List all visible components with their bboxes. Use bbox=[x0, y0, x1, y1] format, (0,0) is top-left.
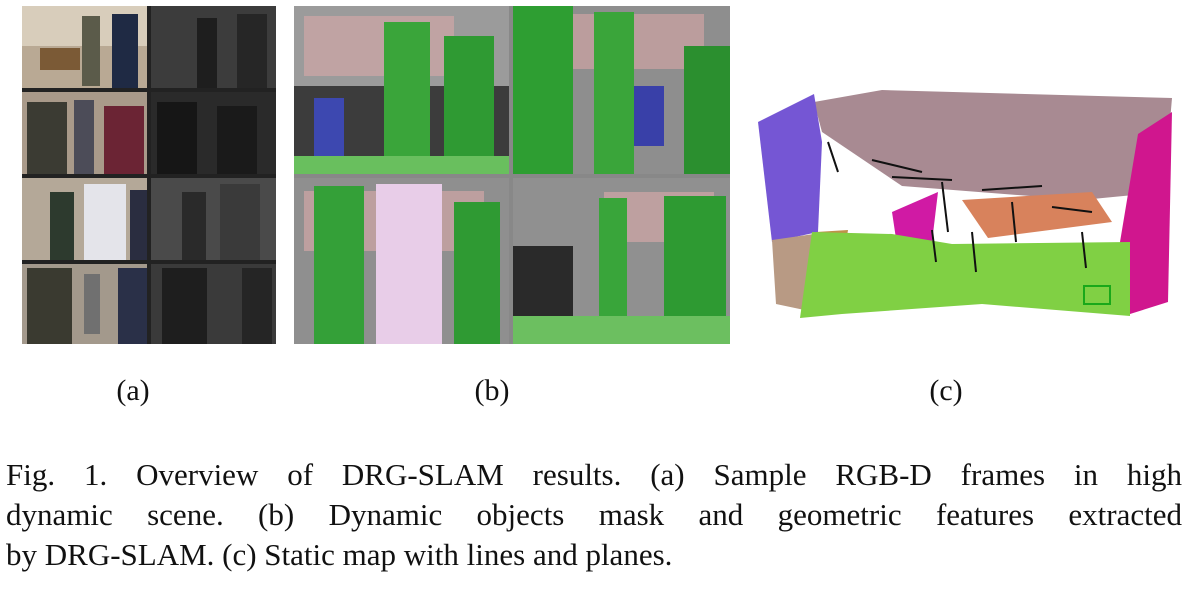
caption-line-2: dynamic scene. (b) Dynamic objects mask … bbox=[6, 497, 1182, 532]
panel-label-a: (a) bbox=[116, 374, 150, 407]
panel-label-c: (c) bbox=[929, 374, 963, 407]
panel-a-image bbox=[22, 6, 276, 344]
panel-b-image bbox=[294, 6, 730, 344]
caption-line-1: Fig. 1. Overview of DRG-SLAM results. (a… bbox=[6, 457, 1182, 492]
panel-label-b: (b) bbox=[474, 374, 510, 407]
panel-b-dynamic-masks bbox=[294, 6, 730, 344]
panel-a-rgbd-frames bbox=[22, 6, 276, 344]
panel-c-image bbox=[758, 90, 1172, 318]
panel-c-static-map bbox=[752, 82, 1180, 332]
caption-line-3: by DRG-SLAM. (c) Static map with lines a… bbox=[6, 537, 673, 572]
figure-caption: Fig. 1. Overview of DRG-SLAM results. (a… bbox=[6, 455, 1182, 575]
